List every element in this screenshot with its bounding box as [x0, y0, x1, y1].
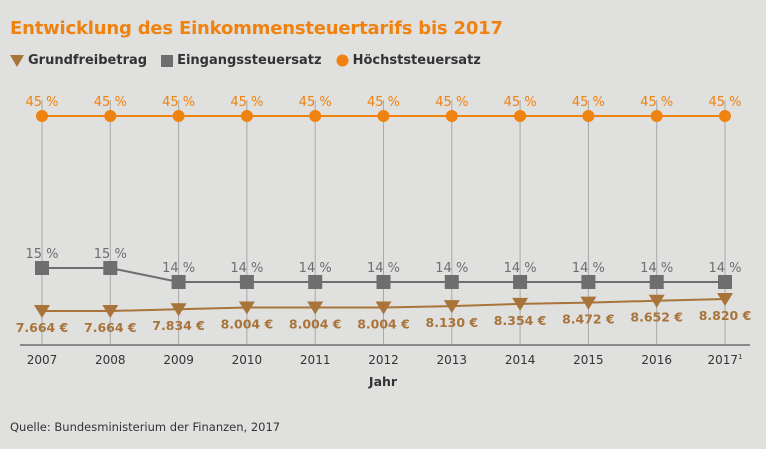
data-label: 8.130 €	[426, 315, 479, 330]
data-label: 14 %	[708, 261, 741, 276]
data-point	[309, 110, 322, 122]
data-label: 45 %	[640, 95, 673, 110]
data-label: 14 %	[640, 261, 673, 276]
x-tick-label: 2015	[573, 353, 604, 367]
data-point	[443, 300, 460, 314]
legend-label: Eingangssteuersatz	[177, 53, 322, 68]
data-point	[239, 275, 254, 289]
data-point	[717, 293, 733, 306]
data-point	[34, 305, 50, 318]
data-point	[102, 305, 119, 318]
x-tick-label: 2011	[300, 353, 331, 367]
data-point	[170, 303, 187, 317]
circle-icon	[336, 54, 349, 67]
legend-label: Grundfreibetrag	[28, 53, 148, 68]
data-label: 45 %	[708, 95, 741, 110]
data-label: 8.652 €	[630, 310, 683, 325]
data-point	[718, 275, 732, 289]
triangle-down-icon	[10, 54, 24, 67]
data-point	[36, 110, 48, 122]
legend-item-eingangssteuersatz: Eingangssteuersatz	[161, 53, 322, 68]
data-label: 15 %	[25, 247, 58, 262]
data-point	[240, 110, 253, 122]
source-note: Quelle: Bundesministerium der Finanzen, …	[10, 420, 281, 434]
x-tick-label: 2013	[437, 353, 468, 367]
data-point	[580, 296, 597, 310]
data-point	[238, 301, 255, 315]
data-label: 8.004 €	[357, 316, 410, 331]
data-point	[375, 301, 392, 315]
data-label: 14 %	[367, 261, 400, 276]
data-point	[514, 110, 527, 122]
data-label: 14 %	[299, 261, 332, 276]
data-point	[308, 275, 323, 289]
data-label: 14 %	[504, 261, 537, 276]
data-label: 8.004 €	[289, 316, 342, 331]
data-label: 45 %	[299, 95, 332, 110]
data-label: 45 %	[435, 95, 468, 110]
x-tick-label: 2010	[232, 353, 263, 367]
data-label: 45 %	[94, 95, 127, 110]
data-point	[444, 275, 459, 289]
x-axis-label: Jahr	[368, 374, 398, 389]
data-point	[512, 297, 529, 311]
data-point	[649, 275, 664, 289]
data-point	[650, 110, 663, 122]
data-point	[377, 110, 390, 122]
data-label: 45 %	[25, 95, 58, 110]
chart-title: Entwicklung des Einkommensteuertarifs bi…	[10, 18, 503, 39]
x-tick-label: 2016	[641, 353, 672, 367]
legend-item-hoechststeuersatz: Höchststeuersatz	[336, 53, 481, 68]
data-label: 7.834 €	[152, 318, 205, 333]
data-point	[35, 261, 49, 275]
x-tick-label: 2014	[505, 353, 536, 367]
data-label: 14 %	[162, 261, 195, 276]
data-label: 45 %	[230, 95, 263, 110]
data-label: 7.664 €	[84, 320, 137, 335]
data-label: 45 %	[504, 95, 537, 110]
data-label: 8.354 €	[494, 313, 547, 328]
square-icon	[161, 54, 174, 67]
data-label: 45 %	[162, 95, 195, 110]
data-label: 45 %	[572, 95, 605, 110]
data-label: 14 %	[230, 261, 263, 276]
data-label: 7.664 €	[16, 320, 69, 335]
x-tick-label: 2009	[163, 353, 194, 367]
data-label: 14 %	[435, 261, 468, 276]
x-tick-label: 20171	[707, 353, 742, 367]
data-label: 8.004 €	[221, 316, 274, 331]
data-point	[104, 110, 117, 122]
data-label: 14 %	[572, 261, 605, 276]
data-label: 8.820 €	[699, 308, 752, 323]
data-point	[582, 110, 595, 122]
data-label: 15 %	[94, 247, 127, 262]
x-tick-label: 2008	[95, 353, 126, 367]
data-label: 8.472 €	[562, 312, 615, 327]
data-point	[172, 110, 185, 122]
legend-item-grundfreibetrag: Grundfreibetrag	[10, 53, 147, 68]
data-label: 45 %	[367, 95, 400, 110]
data-point	[513, 275, 528, 289]
data-point	[307, 301, 324, 315]
data-point	[648, 294, 665, 308]
x-tick-label: 2012	[368, 353, 399, 367]
data-point	[581, 275, 596, 289]
legend: Grundfreibetrag Eingangssteuersatz Höchs…	[10, 53, 495, 68]
x-tick-label: 2007	[27, 353, 58, 367]
data-point	[103, 261, 118, 275]
legend-label: Höchststeuersatz	[352, 53, 481, 68]
data-point	[719, 110, 731, 122]
data-point	[445, 110, 458, 122]
data-point	[171, 275, 186, 289]
data-point	[376, 275, 391, 289]
